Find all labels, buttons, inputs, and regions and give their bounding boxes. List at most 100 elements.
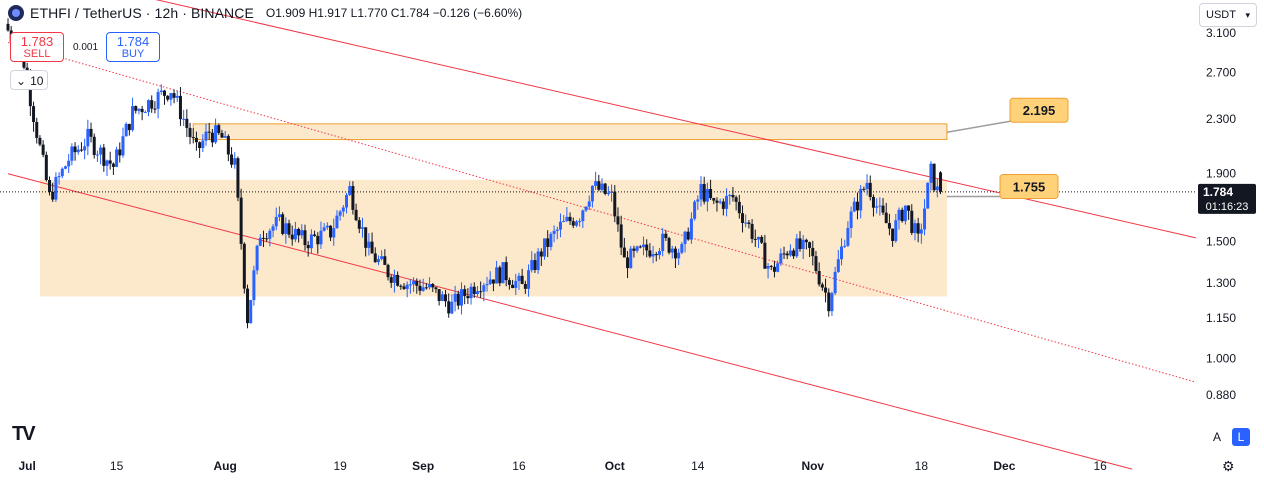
candle-body-253	[814, 256, 818, 272]
callout-pointer-0	[946, 119, 1017, 133]
candle-body-151	[488, 279, 492, 285]
candle-body-245	[788, 250, 792, 256]
x-tick-2: Aug	[213, 459, 236, 473]
candle-body-113	[367, 241, 371, 248]
candle-body-45	[150, 100, 154, 109]
currency-selector[interactable]: USDT ▾	[1199, 3, 1257, 27]
currency-label: USDT	[1206, 9, 1236, 21]
candle-body-42	[140, 108, 144, 113]
candle-body-209	[673, 248, 677, 259]
x-tick-3: 19	[333, 459, 347, 473]
candle-body-29	[99, 147, 103, 155]
candle-body-286	[919, 229, 923, 234]
candle-body-174	[562, 220, 566, 222]
candle-body-111	[360, 227, 364, 229]
x-tick-7: 14	[691, 459, 705, 473]
candle-body-50	[166, 95, 170, 100]
candle-body-131	[424, 287, 428, 289]
candle-body-60	[198, 142, 202, 149]
candle-body-83	[271, 226, 275, 231]
ohlc-readout: O1.909 H1.917 L1.770 C1.784 −0.126 (−6.6…	[266, 6, 522, 20]
y-tick-2: 2.300	[1206, 112, 1236, 126]
sell-button[interactable]: 1.783 SELL	[10, 32, 64, 62]
candle-body-46	[153, 108, 157, 110]
candle-body-55	[182, 118, 186, 120]
open-label: O	[265, 6, 276, 20]
low-value: 1.770	[357, 6, 388, 20]
candle-body-210	[677, 252, 681, 259]
last-price-badge: 1.784 01:16:23	[1198, 183, 1256, 214]
candle-body-248	[798, 238, 802, 249]
candle-body-213	[686, 231, 690, 240]
candle-body-277	[891, 228, 895, 241]
settings-gear-icon[interactable]: ⚙	[1222, 458, 1235, 474]
candle-body-182	[587, 201, 591, 207]
candle-body-185	[597, 181, 601, 190]
spread-value: 0.001	[73, 42, 99, 53]
candle-body-218	[702, 184, 706, 202]
candle-body-89	[290, 234, 294, 240]
candle-body-28	[95, 154, 99, 156]
candle-body-217	[699, 184, 703, 200]
candle-body-186	[600, 183, 604, 190]
candle-body-191	[616, 216, 620, 225]
tradingview-logo[interactable]: TV	[12, 423, 36, 445]
candle-body-141	[456, 293, 460, 306]
candle-body-87	[284, 223, 288, 234]
candle-body-59	[194, 137, 198, 143]
candle-body-117	[380, 256, 384, 260]
candle-body-155	[501, 262, 505, 284]
candle-body-10	[38, 137, 42, 145]
candle-body-226	[728, 194, 732, 196]
candle-body-115	[373, 253, 377, 263]
callout-label-1: 1.755	[1013, 180, 1046, 195]
candle-body-22	[76, 149, 80, 153]
candle-body-97	[316, 235, 320, 245]
candle-body-71	[233, 158, 237, 165]
x-tick-4: Sep	[412, 459, 434, 473]
candle-body-184	[594, 181, 598, 186]
auto-scale-button[interactable]: A	[1208, 428, 1226, 446]
candle-body-157	[507, 280, 511, 285]
candle-body-171	[552, 230, 556, 234]
candle-body-148	[479, 291, 483, 293]
x-tick-1: 15	[110, 459, 124, 473]
callout-box-1	[999, 174, 1059, 200]
candle-body-177	[571, 221, 575, 226]
candle-body-229	[737, 201, 741, 214]
candle-body-172	[555, 229, 559, 231]
candle-body-92	[300, 230, 304, 236]
candle-body-162	[523, 283, 527, 289]
candle-body-103	[335, 215, 339, 229]
candle-body-116	[376, 259, 380, 263]
buy-button[interactable]: 1.784 BUY	[106, 32, 160, 62]
log-scale-button[interactable]: L	[1232, 428, 1250, 446]
candle-body-118	[383, 256, 387, 265]
zone-0	[192, 123, 948, 141]
x-tick-10: Dec	[993, 459, 1015, 473]
candle-body-160	[517, 275, 521, 281]
candle-body-206	[664, 233, 668, 239]
candle-body-95	[309, 234, 313, 249]
candle-body-126	[408, 284, 412, 286]
candle-body-188	[606, 192, 610, 194]
candle-body-58	[191, 137, 195, 139]
symbol-title[interactable]: ETHFI / TetherUS · 12h · BINANCE	[30, 5, 254, 21]
candle-body-31	[105, 160, 109, 166]
candle-body-233	[750, 223, 754, 239]
candle-body-216	[696, 199, 700, 202]
candle-body-190	[613, 191, 617, 217]
candle-body-78	[255, 245, 259, 271]
candle-body-66	[217, 125, 221, 134]
x-tick-5: 16	[512, 459, 526, 473]
zone-1	[39, 179, 947, 297]
candle-body-239	[769, 265, 773, 267]
candle-body-94	[306, 245, 310, 249]
y-tick-4: 1.500	[1206, 235, 1236, 249]
candle-body-276	[887, 223, 891, 229]
candle-body-280	[900, 209, 904, 222]
x-tick-6: Oct	[605, 459, 625, 473]
quantity-selector[interactable]: ⌄ 10	[10, 70, 48, 90]
x-tick-9: 18	[915, 459, 929, 473]
